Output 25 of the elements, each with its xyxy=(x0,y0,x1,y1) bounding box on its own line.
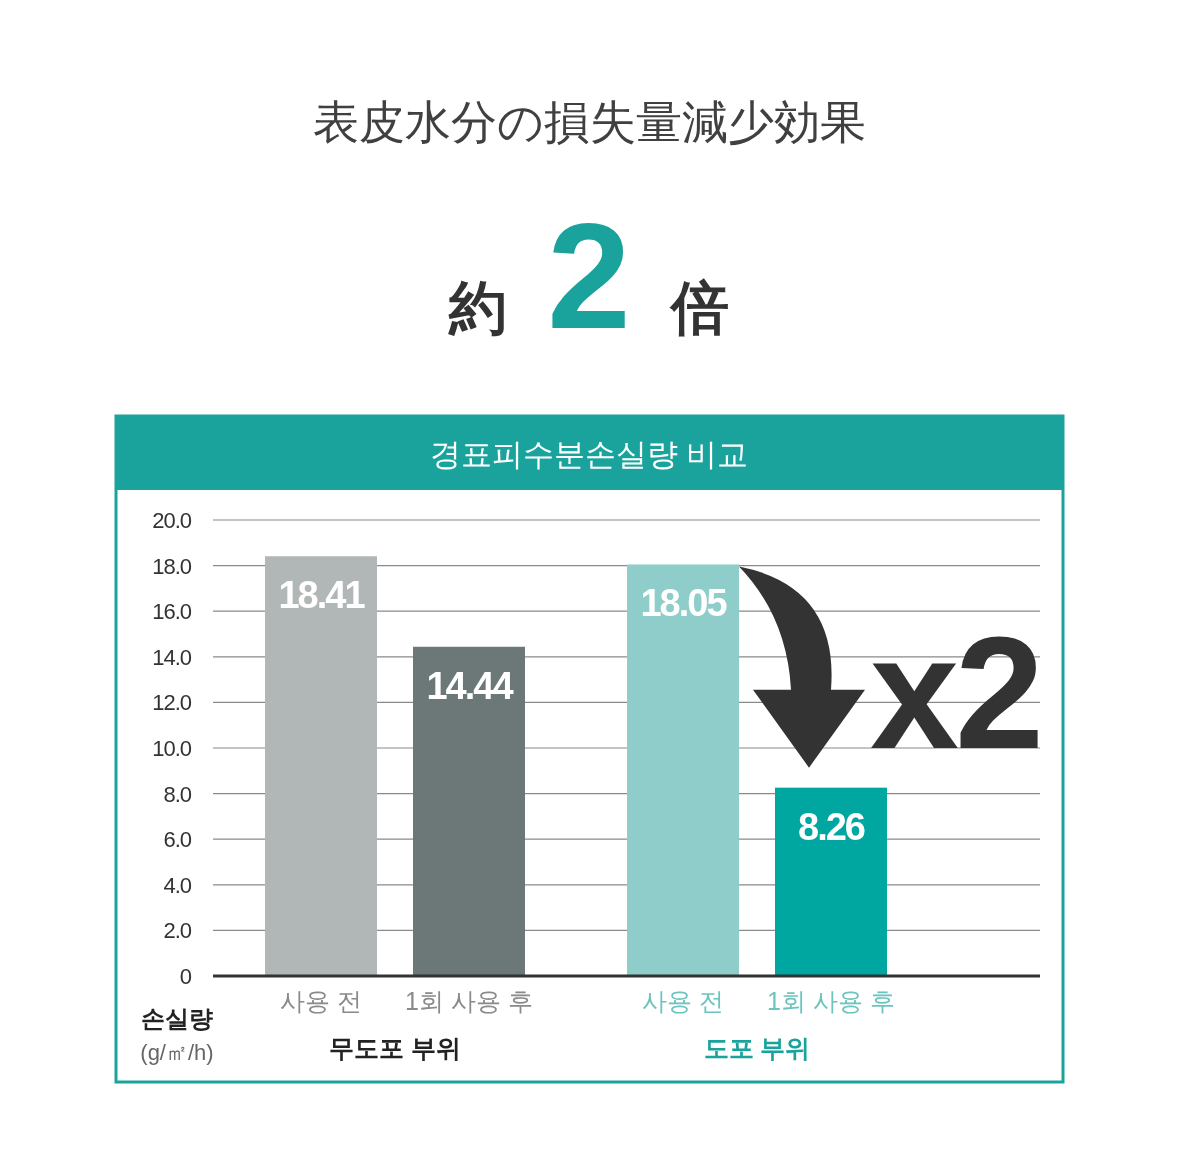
data-label: 18.05 xyxy=(640,582,728,625)
y-tick-label: 0 xyxy=(179,964,192,989)
y-tick-label: 16.0 xyxy=(152,599,192,625)
x-tick-label: 1회 사용 후 xyxy=(405,987,533,1015)
y-tick-label: 20.0 xyxy=(152,508,192,533)
x-tick-label: 사용 전 xyxy=(280,987,362,1015)
x-tick-label: 1회 사용 후 xyxy=(767,987,895,1015)
chart-subtitle: 約 2 倍 xyxy=(448,192,729,360)
y-tick-label: 6.0 xyxy=(163,827,192,853)
data-label: 8.26 xyxy=(798,805,865,848)
y-tick-label: 10.0 xyxy=(152,736,192,761)
chart-title: 表皮水分の損失量減少効果 xyxy=(312,96,866,148)
text: 경표피수분손실량 비교 xyxy=(429,437,749,472)
text: 도포 부위 xyxy=(703,1034,811,1062)
y-tick-label: 2.0 xyxy=(163,918,192,944)
x-tick-label: 사용 전 xyxy=(642,987,724,1015)
data-label: 18.41 xyxy=(278,574,366,617)
data-label: 14.44 xyxy=(426,664,514,707)
y-tick-label: 18.0 xyxy=(152,553,192,579)
y-axis-title: 손실량 (g/㎡/h) xyxy=(140,1005,214,1065)
y-tick-label: 12.0 xyxy=(152,690,192,716)
y-tick-label: 14.0 xyxy=(152,644,192,670)
text: 무도포 부위 xyxy=(329,1034,461,1062)
y-tick-label: 4.0 xyxy=(163,872,192,898)
y-tick-label: 8.0 xyxy=(163,781,192,807)
